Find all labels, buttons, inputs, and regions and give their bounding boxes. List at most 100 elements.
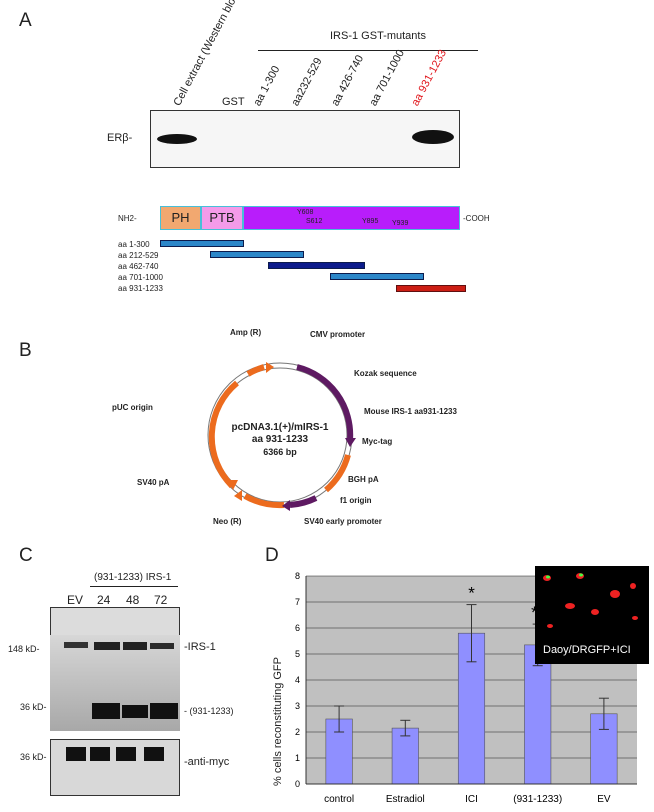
x-tick-label: Estradiol — [386, 794, 425, 805]
site-label: S612 — [306, 218, 323, 225]
panel-b-letter: B — [19, 340, 32, 361]
fragment-band — [92, 703, 120, 719]
feature-label: Mouse IRS-1 aa931-1233 — [364, 407, 457, 416]
y-tick-label: 5 — [295, 649, 300, 659]
feature-label: Amp (R) — [230, 328, 262, 337]
significance-mark: * — [468, 584, 475, 603]
mw-marker: 36 kD- — [20, 702, 47, 712]
cell — [591, 609, 599, 615]
x-tick-label: control — [324, 794, 354, 805]
inset-label: Daoy/DRGFP+ICI — [543, 644, 631, 656]
x-tick-label: (931-1233) — [513, 794, 562, 805]
bars: *** — [325, 584, 618, 785]
bar — [391, 727, 419, 785]
fragment-bar — [210, 251, 304, 258]
fragment-label: aa 1-300 — [118, 240, 150, 249]
panel-d-letter: D — [265, 545, 279, 566]
lane-label: aa 701-1000 — [367, 47, 408, 108]
blot-band — [157, 134, 197, 144]
myc-band — [90, 747, 110, 761]
lane-label-24: 24 — [97, 593, 111, 607]
x-tick-labels: control Estradiol ICI (931-1233) EV — [324, 794, 611, 805]
bar — [457, 632, 486, 785]
cell — [630, 583, 636, 589]
feature-label: f1 origin — [340, 496, 372, 505]
site-label: Y895 — [362, 218, 379, 225]
fragment-bar — [160, 240, 244, 247]
arrow-head — [234, 490, 242, 501]
lane-label-72: 72 — [154, 593, 168, 607]
er-beta-label: ERβ- — [107, 132, 133, 144]
feature-label: Neo (R) — [213, 517, 242, 526]
ph-domain: PH — [160, 206, 201, 230]
irs1-label: -IRS-1 — [184, 641, 216, 653]
myc-band — [144, 747, 164, 761]
y-tick-label: 0 — [295, 779, 300, 789]
mw-marker: 148 kD- — [8, 644, 40, 654]
feature-label: CMV promoter — [310, 330, 366, 339]
panel-c-letter: C — [19, 545, 33, 566]
puc-origin-arc — [208, 380, 239, 489]
arrow-head — [227, 480, 238, 490]
feature-label: Kozak sequence — [354, 369, 417, 378]
irs1-band — [123, 642, 147, 650]
lane-label: Cell extract (Western blot) — [171, 0, 242, 109]
lane-label-48: 48 — [126, 593, 140, 607]
fragment-label: aa 701-1000 — [118, 273, 163, 282]
fragment-label: - (931-1233) — [184, 706, 234, 716]
blot-band — [412, 130, 454, 144]
irs1-insert-arc — [296, 364, 354, 441]
lane-label: GST — [222, 96, 245, 108]
myc-band — [66, 747, 86, 761]
arrow-head — [282, 500, 290, 511]
feature-label: Myc-tag — [362, 437, 393, 446]
myc-band — [116, 747, 136, 761]
fragment-label: aa 931-1233 — [118, 284, 163, 293]
amp-arc — [246, 364, 265, 377]
irs1-band — [64, 642, 88, 648]
plasmid-sub: aa 931-1233 — [251, 434, 309, 445]
fragment-band — [150, 703, 178, 719]
cell — [565, 603, 575, 609]
western-blot-c — [50, 607, 180, 796]
lane-label-ev: EV — [67, 593, 84, 607]
fragment-bar — [396, 285, 466, 292]
plasmid-center-label: pcDNA3.1(+)/mIRS-1 aa 931-1233 6366 bp — [222, 422, 338, 458]
lane-label-highlight: aa 931-1233 — [409, 47, 450, 108]
arrow-head — [345, 438, 356, 447]
feature-label: SV40 pA — [137, 478, 170, 487]
fragment-band — [122, 705, 148, 718]
cell — [632, 616, 638, 620]
cooh-label: -COOH — [463, 214, 490, 223]
x-tick-label: ICI — [465, 794, 478, 805]
feature-label: pUC origin — [112, 403, 153, 412]
y-tick-label: 4 — [295, 675, 300, 685]
lane-label: aa 426-740 — [329, 53, 367, 108]
lane-label: aa232-529 — [289, 55, 325, 108]
fragment-label: aa 462-740 — [118, 262, 159, 271]
feature-label: BGH pA — [348, 475, 379, 484]
y-tick-label: 1 — [295, 753, 300, 763]
x-tick-label: EV — [597, 794, 611, 805]
panel-a-letter: A — [19, 10, 32, 31]
c-terminal-tail — [243, 206, 460, 230]
plasmid-name: pcDNA3.1(+)/mIRS-1 — [231, 422, 329, 433]
lane-label: aa 1-300 — [251, 64, 283, 108]
f1-origin-arc — [323, 454, 351, 493]
header-rule — [90, 586, 178, 587]
anti-myc-label: -anti-myc — [184, 756, 230, 768]
panel-c-header: (931-1233) IRS-1 — [94, 572, 172, 583]
arrow-head — [266, 362, 274, 373]
header-rule — [258, 50, 478, 51]
site-label: Y939 — [392, 220, 409, 227]
plasmid-map — [207, 362, 356, 511]
western-blot-a — [150, 110, 460, 168]
y-tick-label: 2 — [295, 727, 300, 737]
fragment-label: aa 212-529 — [118, 251, 159, 260]
cell — [610, 590, 620, 598]
neo-arc — [243, 493, 285, 509]
site-label: Y608 — [297, 209, 314, 216]
fragment-bar — [330, 273, 424, 280]
y-tick-labels: 0 1 2 3 4 5 6 7 8 — [295, 571, 300, 789]
y-tick-label: 7 — [295, 597, 300, 607]
